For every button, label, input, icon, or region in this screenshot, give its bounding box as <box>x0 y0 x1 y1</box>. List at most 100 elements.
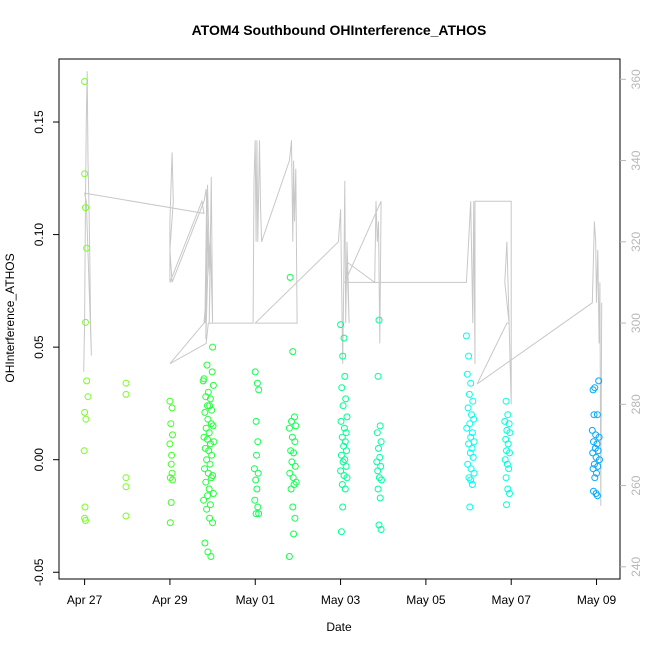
x-tick-label: May 01 <box>236 593 276 607</box>
data-point <box>201 408 209 416</box>
y2-tick-label: 360 <box>629 69 643 89</box>
data-point <box>291 462 299 470</box>
data-point <box>166 519 174 527</box>
data-point <box>81 408 89 416</box>
y2-tick-label: 340 <box>629 150 643 170</box>
data-point <box>291 438 299 446</box>
y2-tick-label: 300 <box>629 313 643 333</box>
x-tick-label: May 03 <box>321 593 361 607</box>
data-point <box>83 244 91 252</box>
data-point <box>465 440 473 448</box>
data-point <box>82 517 89 524</box>
y-tick-label: -0.05 <box>32 558 46 586</box>
x-tick-label: May 07 <box>492 593 532 607</box>
data-point <box>591 474 599 482</box>
data-point <box>467 379 475 387</box>
data-point <box>292 478 300 486</box>
data-point <box>375 316 383 324</box>
data-point <box>341 456 349 464</box>
data-point <box>82 415 90 423</box>
y2-tick-label: 320 <box>629 231 643 251</box>
data-point <box>84 393 92 401</box>
data-point <box>253 485 261 493</box>
data-point <box>343 413 351 421</box>
data-point <box>206 395 214 403</box>
y2-tick-label: 260 <box>629 475 643 495</box>
data-point <box>342 429 350 437</box>
data-point <box>340 424 348 432</box>
data-point <box>200 496 208 504</box>
data-point <box>503 501 510 509</box>
data-point <box>81 503 89 511</box>
data-point <box>289 503 297 511</box>
data-point <box>252 510 260 518</box>
data-point <box>374 372 382 380</box>
data-point <box>593 440 601 448</box>
y-tick-label: 0.15 <box>32 110 46 134</box>
data-point <box>207 553 215 560</box>
data-point <box>373 458 381 466</box>
data-point <box>209 422 217 430</box>
data-point <box>464 404 472 412</box>
data-point <box>590 438 597 446</box>
data-point <box>504 485 512 493</box>
data-point <box>81 170 89 178</box>
data-point <box>201 465 208 473</box>
data-point <box>122 390 130 398</box>
data-point <box>504 411 512 419</box>
data-point <box>470 415 478 423</box>
data-point <box>337 451 345 459</box>
data-point <box>374 467 382 475</box>
data-point <box>463 370 471 378</box>
data-point <box>374 485 382 493</box>
data-point <box>200 433 208 441</box>
data-point <box>251 368 259 376</box>
data-point <box>122 483 130 491</box>
y2-tick-label: 280 <box>629 394 643 414</box>
data-point <box>376 422 384 430</box>
y-tick-label: 0.00 <box>32 448 46 472</box>
data-point <box>82 318 89 326</box>
x-tick-label: May 09 <box>577 593 617 607</box>
data-point <box>290 481 298 488</box>
data-point <box>166 474 174 482</box>
y-tick-label: 0.05 <box>32 335 46 359</box>
data-point <box>343 447 350 455</box>
data-point <box>209 343 217 351</box>
data-point <box>206 402 214 410</box>
secondary-trace-line <box>83 71 603 506</box>
data-point <box>502 397 510 405</box>
data-point <box>593 492 601 500</box>
data-point <box>506 429 514 437</box>
data-point <box>291 413 298 421</box>
x-tick-label: May 05 <box>406 593 446 607</box>
data-point <box>589 465 597 473</box>
data-point <box>288 458 296 466</box>
data-point <box>465 352 473 360</box>
axes: Apr 27 Apr 29 May 01 May 03 May 05 May 07 May … <box>32 58 643 607</box>
y-tick-label: 0.10 <box>32 223 46 247</box>
data-point <box>168 451 176 459</box>
data-point <box>593 411 601 419</box>
data-point <box>465 390 473 398</box>
data-point <box>122 379 130 387</box>
data-point <box>168 469 176 477</box>
data-point <box>468 444 476 452</box>
data-point <box>467 433 475 441</box>
secondary-line-series <box>83 71 603 506</box>
data-point <box>204 415 212 423</box>
data-point <box>341 372 349 380</box>
data-point <box>292 422 300 430</box>
data-point <box>505 420 513 428</box>
data-point <box>285 553 293 560</box>
data-point <box>167 420 175 428</box>
data-point <box>167 499 175 506</box>
data-point <box>252 417 260 425</box>
data-point <box>505 465 513 473</box>
data-point <box>253 451 260 459</box>
data-point <box>206 460 214 468</box>
data-point <box>337 467 345 475</box>
data-point <box>210 438 218 446</box>
